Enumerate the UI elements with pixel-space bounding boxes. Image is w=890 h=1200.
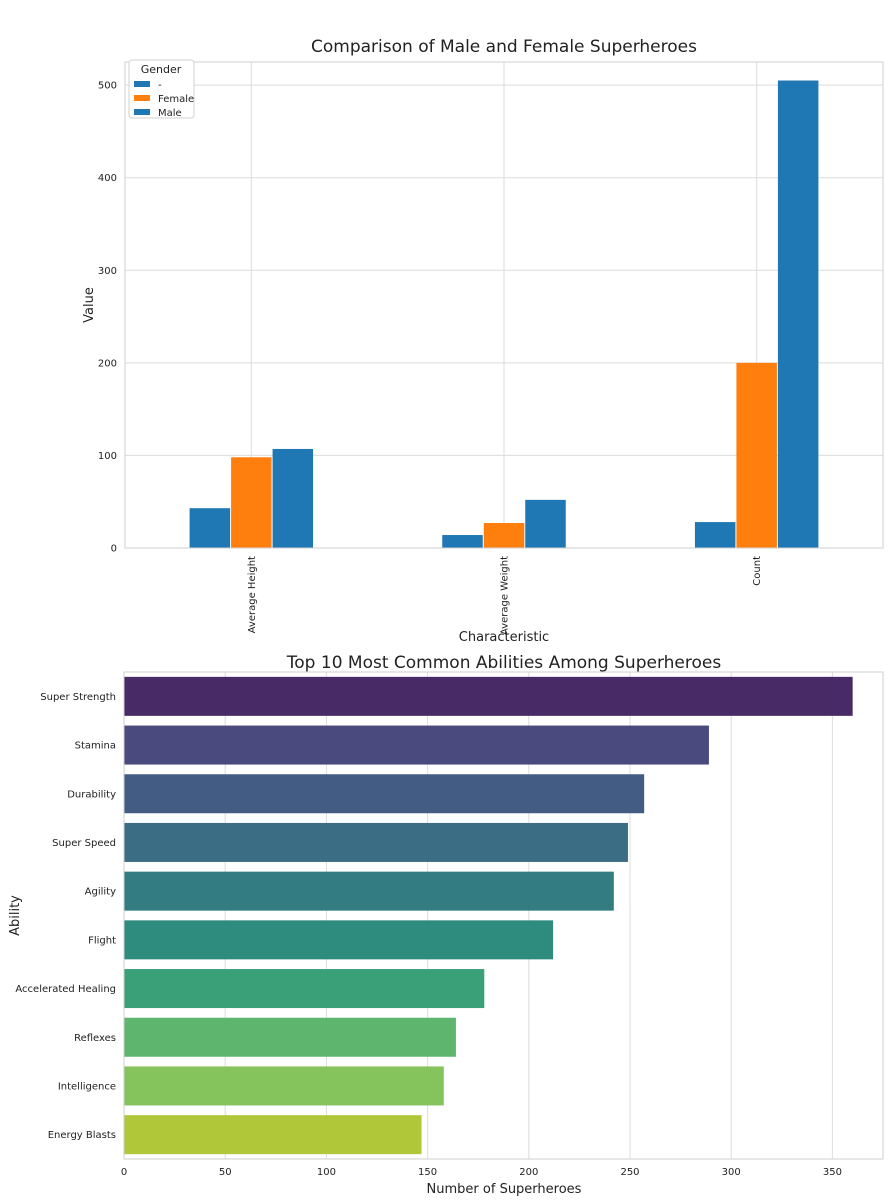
bar--1	[442, 535, 483, 548]
bar-super-speed	[124, 823, 628, 862]
legend-label: Male	[158, 108, 182, 119]
chart-title: Top 10 Most Common Abilities Among Super…	[286, 653, 722, 673]
bar-female-1	[484, 523, 525, 548]
y-tick-label: 400	[98, 173, 117, 184]
y-tick-label: Stamina	[75, 741, 116, 752]
x-tick-label: 350	[823, 1167, 842, 1178]
y-axis-label: Ability	[8, 895, 23, 936]
y-tick-label: Accelerated Healing	[15, 984, 116, 995]
legend-label: -	[158, 80, 162, 91]
bar-durability	[124, 774, 644, 813]
chart-title: Comparison of Male and Female Superheroe…	[311, 37, 697, 57]
x-tick-label: Average Weight	[500, 556, 511, 635]
legend-title: Gender	[141, 63, 182, 76]
y-tick-label: 200	[98, 358, 117, 369]
y-tick-label: Super Speed	[52, 838, 116, 849]
bar--0	[190, 508, 231, 548]
bar-super-strength	[124, 677, 853, 716]
x-tick-label: Count	[752, 556, 763, 586]
y-axis-label: Value	[82, 287, 97, 323]
y-tick-label: Reflexes	[74, 1033, 116, 1044]
y-tick-label: 100	[98, 451, 117, 462]
y-tick-label: Intelligence	[58, 1081, 116, 1092]
bar-flight	[124, 920, 553, 959]
x-tick-label: 0	[121, 1167, 127, 1178]
gender-comparison-chart: 0 100 200 300 400 500 Average Height Average We…	[0, 0, 890, 650]
legend-swatch	[134, 81, 150, 87]
x-axis-label: Characteristic	[459, 630, 549, 645]
bar-reflexes	[124, 1018, 456, 1057]
legend-swatch	[134, 109, 150, 115]
x-tick-label: 300	[722, 1167, 741, 1178]
bar-accelerated-healing	[124, 969, 484, 1008]
bar-female-0	[231, 457, 271, 548]
x-tick-label: Average Height	[247, 556, 258, 633]
legend-label: Female	[158, 94, 194, 105]
y-tick-label: Energy Blasts	[48, 1130, 116, 1141]
legend-swatch	[134, 95, 150, 101]
y-tick-label: 500	[98, 81, 117, 92]
bar-energy-blasts	[124, 1115, 422, 1154]
y-tick-label: 300	[98, 266, 117, 277]
y-tick-label: Super Strength	[40, 692, 116, 703]
bar-intelligence	[124, 1066, 444, 1105]
x-tick-label: 150	[418, 1167, 437, 1178]
y-tick-label: Agility	[85, 887, 116, 898]
x-axis-label: Number of Superheroes	[427, 1182, 582, 1197]
bar-stamina	[124, 726, 709, 765]
bar--2	[695, 522, 736, 548]
x-tick-label: 50	[219, 1167, 232, 1178]
abilities-chart: 0 50 100 150 200 250 300 350 Super Strength Stami…	[0, 650, 890, 1200]
bar-agility	[124, 872, 614, 911]
bar-female-2	[736, 363, 777, 548]
x-tick-label: 100	[317, 1167, 336, 1178]
bar-male-2	[778, 81, 819, 548]
bar-male-0	[273, 449, 314, 548]
y-tick-label: Durability	[67, 789, 116, 800]
bar-male-1	[525, 500, 566, 548]
x-tick-label: 200	[519, 1167, 538, 1178]
y-tick-label: Flight	[88, 935, 116, 946]
y-tick-label: 0	[111, 544, 117, 555]
x-tick-label: 250	[620, 1167, 639, 1178]
